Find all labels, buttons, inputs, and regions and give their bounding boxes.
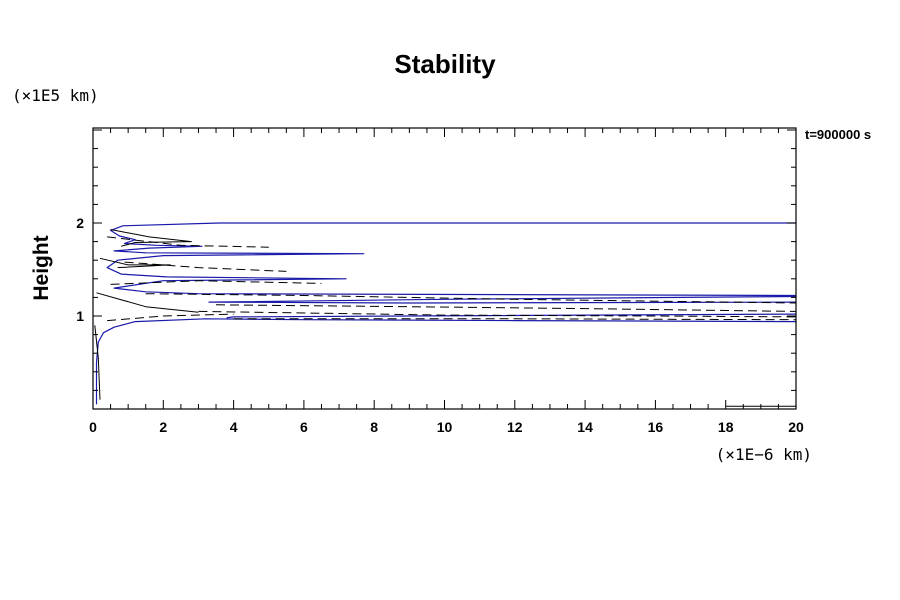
x-unit-label: (×1E−6 km) — [716, 445, 812, 464]
axis-ticks — [92, 128, 797, 409]
contour-line-13 — [233, 318, 797, 321]
x-tick-label: 20 — [788, 419, 804, 435]
time-annotation: t=900000 s — [805, 127, 871, 142]
x-tick-label: 12 — [507, 419, 523, 435]
contour-line-11 — [215, 304, 797, 312]
x-tick-label: 18 — [718, 419, 734, 435]
y-tick-label: 1 — [76, 308, 84, 324]
x-tick-label: 8 — [370, 419, 378, 435]
plot-frame — [92, 127, 797, 410]
contour-line-7 — [107, 236, 269, 248]
contour-lines — [94, 222, 797, 407]
contour-line-4 — [226, 313, 797, 319]
x-tick-label: 14 — [577, 419, 593, 435]
contour-line-16 — [94, 325, 101, 400]
x-tick-label: 0 — [89, 419, 97, 435]
contour-line-10 — [145, 293, 797, 304]
y-unit-label: (×1E5 km) — [12, 86, 99, 105]
contour-line-3 — [95, 318, 797, 405]
contour-line-12 — [198, 310, 797, 318]
x-tick-label: 10 — [437, 419, 453, 435]
x-tick-label: 6 — [300, 419, 308, 435]
contour-line-6 — [99, 257, 171, 269]
x-tick-label: 4 — [230, 419, 238, 435]
x-tick-label: 2 — [159, 419, 167, 435]
contour-line-15 — [96, 292, 199, 313]
y-tick-label: 2 — [76, 215, 84, 231]
y-axis-label: Height — [30, 235, 53, 300]
x-tick-label: 16 — [648, 419, 664, 435]
contour-line-9 — [110, 280, 322, 285]
contour-line-2 — [208, 295, 797, 304]
contour-line-5 — [110, 229, 192, 247]
chart-title: Stability — [394, 49, 496, 79]
contour-line-1 — [106, 222, 797, 297]
contour-line-8 — [124, 261, 287, 272]
contour-line-14 — [107, 313, 234, 322]
